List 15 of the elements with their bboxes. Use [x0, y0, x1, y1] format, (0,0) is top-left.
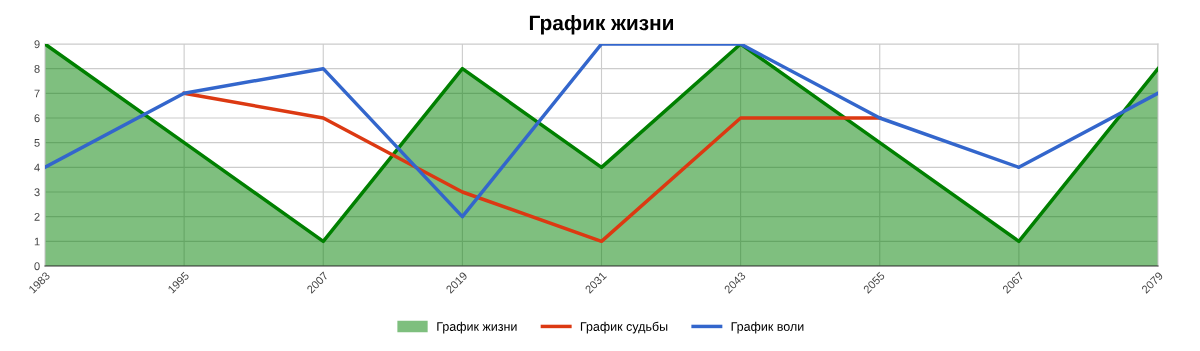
- y-tick-label: 4: [34, 163, 40, 172]
- y-tick-label: 6: [34, 114, 40, 123]
- y-tick-label: 9: [34, 40, 40, 49]
- line-series: [182, 91, 882, 244]
- legend-label: График воли: [731, 321, 804, 334]
- legend-label: График судьбы: [580, 321, 668, 334]
- y-tick-label: 0: [34, 262, 40, 271]
- chart-title: График жизни: [529, 15, 674, 35]
- y-tick-label: 3: [34, 188, 40, 197]
- y-tick-label: 5: [34, 139, 40, 147]
- y-tick-label: 1: [34, 237, 40, 246]
- y-tick-label: 8: [34, 64, 40, 73]
- y-tick-label: 7: [34, 89, 40, 98]
- y-tick-label: 2: [34, 212, 40, 221]
- legend-label: График жизни: [437, 321, 517, 334]
